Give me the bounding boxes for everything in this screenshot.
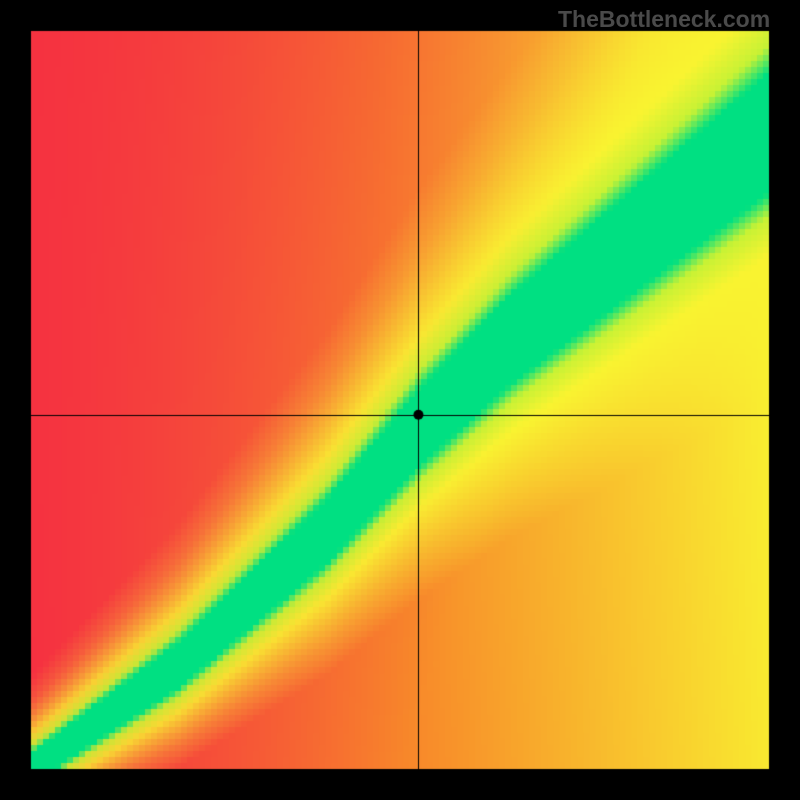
bottleneck-heatmap-canvas [0,0,800,800]
watermark-text: TheBottleneck.com [558,6,770,33]
chart-container: TheBottleneck.com [0,0,800,800]
